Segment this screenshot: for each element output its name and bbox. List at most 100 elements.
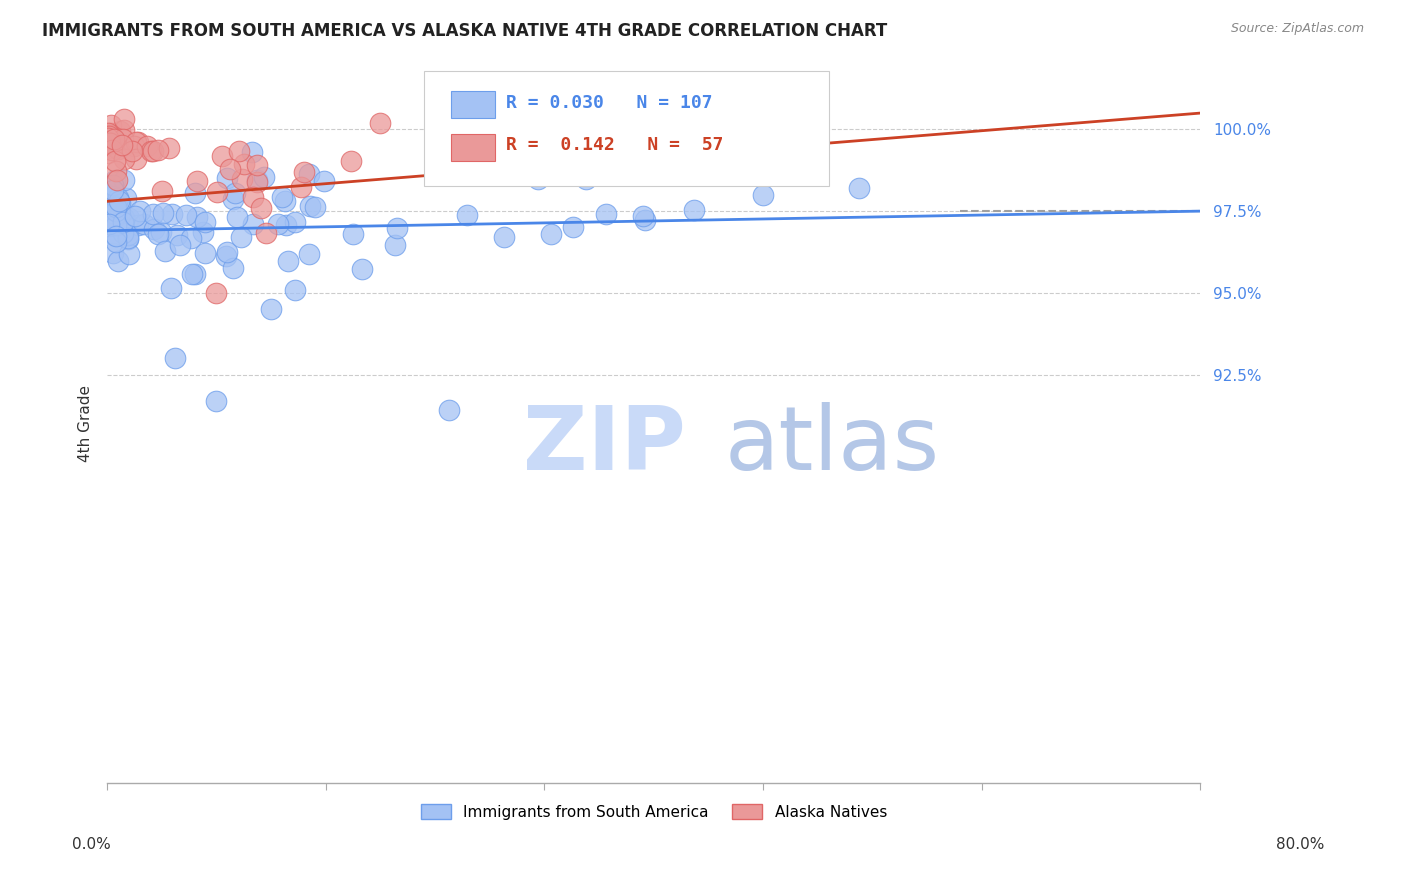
Point — [284, 215, 307, 229]
Point — [111, 131, 134, 145]
Point — [98, 128, 121, 143]
Point — [352, 262, 374, 277]
Y-axis label: 4th Grade: 4th Grade — [79, 385, 93, 462]
Point — [166, 228, 188, 243]
Point — [270, 190, 292, 204]
Point — [100, 118, 122, 132]
Point — [242, 190, 264, 204]
Point — [242, 217, 264, 231]
FancyBboxPatch shape — [425, 71, 828, 186]
Point — [118, 211, 141, 226]
Point — [456, 208, 478, 222]
Point — [108, 204, 131, 219]
Point — [290, 179, 312, 194]
Point — [108, 196, 131, 211]
Point — [97, 130, 120, 145]
Point — [246, 158, 269, 172]
Point — [124, 210, 146, 224]
Point — [104, 173, 127, 187]
Point — [340, 154, 363, 169]
Point — [97, 219, 120, 233]
Point — [127, 218, 149, 232]
Point — [205, 393, 228, 408]
Point — [184, 267, 207, 281]
Point — [100, 197, 122, 211]
Point — [231, 171, 253, 186]
Point — [211, 149, 233, 163]
Point — [540, 227, 562, 241]
Point — [595, 207, 617, 221]
Point — [176, 208, 198, 222]
Point — [98, 131, 121, 145]
Point — [100, 126, 122, 140]
Point — [105, 203, 128, 218]
Point — [298, 168, 321, 182]
Point — [101, 246, 124, 260]
Point — [98, 217, 121, 231]
Point — [97, 136, 120, 151]
Point — [370, 116, 392, 130]
Point — [304, 200, 326, 214]
Point — [100, 141, 122, 155]
Point — [125, 152, 148, 166]
Point — [219, 161, 242, 176]
Point — [97, 129, 120, 144]
Point — [146, 143, 169, 157]
Point — [575, 172, 598, 186]
Point — [191, 225, 214, 239]
Point — [160, 207, 183, 221]
Point — [228, 144, 250, 158]
Point — [221, 261, 243, 276]
Point — [342, 227, 364, 241]
Point — [117, 228, 139, 243]
Point — [246, 173, 269, 187]
Point — [183, 186, 205, 200]
Text: 80.0%: 80.0% — [1277, 838, 1324, 852]
Point — [103, 228, 125, 243]
Text: R = 0.030   N = 107: R = 0.030 N = 107 — [506, 94, 713, 112]
Point — [205, 285, 228, 300]
Point — [112, 172, 135, 186]
Point — [104, 202, 127, 217]
Point — [103, 208, 125, 222]
Point — [103, 183, 125, 197]
Legend: Immigrants from South America, Alaska Natives: Immigrants from South America, Alaska Na… — [415, 797, 893, 826]
Point — [117, 231, 139, 245]
Point — [384, 238, 406, 252]
Point — [105, 199, 128, 213]
Point — [492, 230, 515, 244]
Point — [98, 128, 121, 143]
Point — [103, 131, 125, 145]
Point — [298, 246, 321, 260]
Point — [105, 235, 128, 249]
Point — [215, 171, 238, 186]
Point — [267, 218, 290, 232]
Point — [284, 283, 307, 297]
Point — [115, 216, 138, 230]
Point — [160, 281, 183, 295]
Point — [180, 230, 202, 244]
Point — [299, 199, 322, 213]
Text: Source: ZipAtlas.com: Source: ZipAtlas.com — [1230, 22, 1364, 36]
Point — [107, 191, 129, 205]
Point — [150, 225, 173, 239]
Point — [107, 194, 129, 208]
Point — [186, 210, 208, 224]
Text: ZIP: ZIP — [523, 401, 685, 489]
Point — [274, 194, 297, 208]
Point — [276, 219, 298, 233]
Point — [152, 205, 174, 219]
Point — [254, 226, 277, 240]
Point — [205, 185, 228, 199]
Point — [129, 203, 152, 218]
Point — [277, 254, 299, 268]
Point — [98, 136, 121, 151]
Point — [104, 164, 127, 178]
Point — [117, 232, 139, 246]
Text: R =  0.142   N =  57: R = 0.142 N = 57 — [506, 136, 724, 154]
Point — [105, 219, 128, 233]
Point — [292, 165, 315, 179]
Point — [112, 211, 135, 226]
Point — [107, 253, 129, 268]
Point — [142, 207, 165, 221]
